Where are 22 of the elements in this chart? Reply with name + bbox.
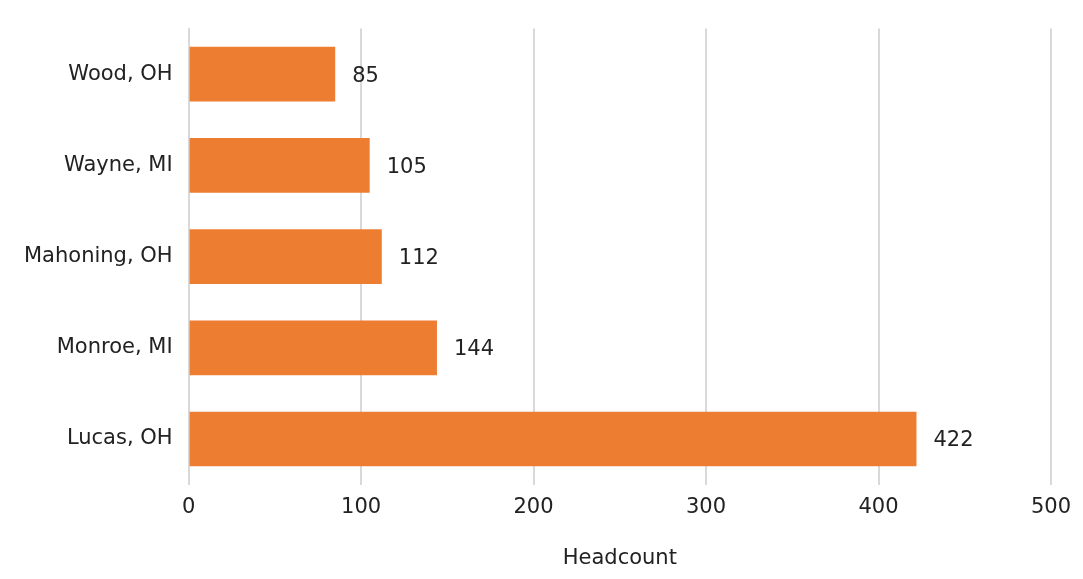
bar — [189, 320, 437, 376]
data-label: 144 — [453, 336, 495, 361]
y-tick-label: Mahoning, OH — [23, 243, 173, 268]
bar — [189, 229, 382, 284]
data-label: 422 — [933, 427, 974, 452]
y-tick-label: Wayne, MI — [63, 151, 173, 176]
bar — [189, 411, 917, 467]
y-tick-label: Lucas, OH — [66, 425, 173, 450]
data-label: 85 — [352, 62, 379, 87]
x-tick-label: 400 — [858, 493, 899, 518]
data-label: 105 — [386, 153, 427, 178]
x-tick-label: 0 — [181, 493, 196, 518]
x-tick-label: 500 — [1030, 493, 1072, 518]
x-tick-label: 300 — [685, 493, 727, 518]
y-tick-label: Wood, OH — [68, 60, 173, 85]
bar — [189, 46, 336, 102]
x-axis-title: Headcount — [562, 544, 677, 569]
y-tick-label: Monroe, MI — [56, 334, 173, 359]
bar — [189, 138, 370, 193]
data-label: 112 — [398, 245, 439, 270]
x-tick-label: 100 — [341, 493, 382, 518]
x-tick-label: 200 — [513, 493, 554, 518]
